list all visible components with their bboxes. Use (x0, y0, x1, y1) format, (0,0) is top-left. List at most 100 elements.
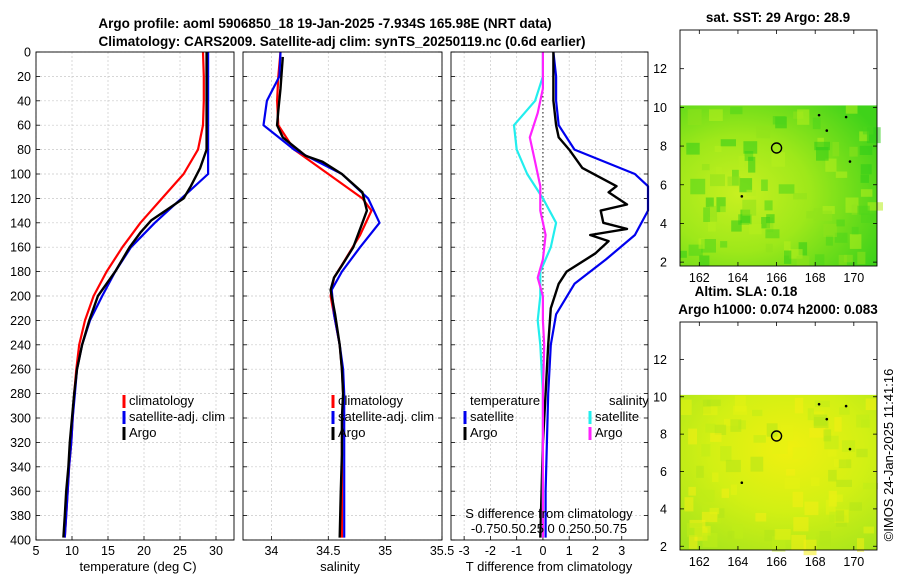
map-cell (771, 152, 785, 167)
x-tick-label: 5 (33, 544, 40, 558)
x-tick-label: 3 (618, 544, 625, 558)
map-cell (788, 249, 803, 259)
y-tick-label: 12 (653, 353, 667, 367)
map-cell (827, 449, 837, 457)
island-marker (844, 115, 848, 119)
difference-top-ticklabels: -0.750.50.25 0 0.250.50.75 (471, 521, 627, 536)
map-cell (793, 517, 809, 532)
map-cell (867, 202, 883, 211)
y-tick-label: 200 (10, 290, 31, 304)
x-tick-label: 2 (592, 544, 599, 558)
map-cell (680, 250, 687, 258)
map-cell (701, 511, 718, 523)
map-cell (809, 427, 826, 438)
x-tick-label: 162 (689, 271, 710, 285)
map-cell (701, 444, 711, 457)
y-tick-label: 12 (653, 62, 667, 76)
map-cell (749, 223, 762, 235)
map-cell (686, 142, 700, 155)
map-cell (688, 486, 696, 496)
map-cell (860, 164, 872, 175)
difference-legend: temperature salinity satellite Argo sate… (463, 393, 649, 440)
map-cell (705, 423, 716, 433)
series-argo (62, 52, 208, 538)
map-cell (716, 197, 726, 213)
map-cell (849, 146, 858, 157)
island-marker (825, 417, 829, 421)
map-cell (734, 395, 746, 412)
y-tick-label: 40 (17, 94, 31, 108)
legend-satellite-label: satellite-adj. clim (129, 409, 225, 424)
plot-frame (242, 51, 443, 541)
map-cell (712, 472, 719, 482)
map-cell (794, 397, 804, 414)
map-cell (816, 147, 829, 161)
map-cell (851, 226, 859, 235)
map-cell (814, 141, 830, 151)
map-cell (720, 139, 736, 147)
x-tick-label: 10 (65, 544, 79, 558)
y-tick-label: 180 (10, 265, 31, 279)
x-tick-label: 34 (264, 544, 278, 558)
x-tick-label: 168 (805, 555, 826, 569)
y-tick-label: 6 (660, 465, 667, 479)
map-cell (752, 409, 763, 417)
y-tick-label: 20 (17, 70, 31, 84)
map-cell (857, 205, 870, 215)
map-cell (709, 205, 718, 222)
map-cell (720, 206, 727, 213)
argo-location-marker (770, 430, 783, 442)
x-tick-label: 170 (843, 271, 864, 285)
map-frame (679, 321, 878, 551)
map-cell (797, 109, 810, 125)
salinity-legend: climatology satellite-adj. clim Argo (331, 393, 434, 440)
map-cell (798, 242, 808, 256)
map-cell (865, 398, 876, 411)
map-cell (766, 214, 775, 224)
x-tick-label: 25 (173, 544, 187, 558)
x-tick-label: 168 (805, 271, 826, 285)
map-cell (860, 174, 869, 183)
legend-temperature-header: temperature (470, 393, 540, 408)
argo-location-marker (770, 142, 783, 154)
y-tick-label: 340 (10, 460, 31, 474)
y-tick-label: 4 (660, 502, 667, 516)
map-cell (825, 158, 837, 172)
map-cell (696, 465, 704, 478)
map-cell (836, 479, 852, 487)
map-cell (860, 189, 873, 197)
y-tick-label: 0 (24, 46, 31, 60)
map-cell (750, 456, 764, 472)
map-cell (738, 420, 746, 430)
x-tick-label: 162 (689, 555, 710, 569)
map-cell (706, 399, 721, 406)
island-marker (817, 402, 821, 406)
map-cell (688, 535, 698, 549)
x-tick-label: 166 (766, 271, 787, 285)
sla-map: 162 164 166 168 170 2 4 6 8 10 12 (653, 321, 878, 569)
x-tick-label: 34.5 (316, 544, 340, 558)
x-tick-label: -1 (511, 544, 522, 558)
map-cell (727, 530, 735, 540)
map-cell (811, 477, 820, 486)
map-cell (756, 125, 771, 139)
map-cell (701, 239, 716, 253)
temperature-legend: climatology satellite-adj. clim Argo (122, 393, 225, 440)
island-marker (817, 113, 821, 117)
y-tick-label: 400 (10, 534, 31, 548)
x-tick-label: 30 (209, 544, 223, 558)
sla-map-subtitle: Argo h1000: 0.074 h2000: 0.083 (678, 302, 878, 317)
map-cell (705, 197, 714, 208)
map-cell (764, 200, 773, 211)
series-temperature-satellite (544, 51, 650, 538)
map-cell (725, 459, 741, 473)
series-salinity-satellite (512, 52, 558, 538)
map-cell (708, 217, 716, 232)
map-cell (804, 501, 819, 516)
map-cell (838, 459, 852, 469)
map-cell (792, 491, 804, 508)
x-tick-label: 20 (137, 544, 151, 558)
map-cell (732, 524, 743, 539)
x-tick-label: 35.5 (430, 544, 454, 558)
